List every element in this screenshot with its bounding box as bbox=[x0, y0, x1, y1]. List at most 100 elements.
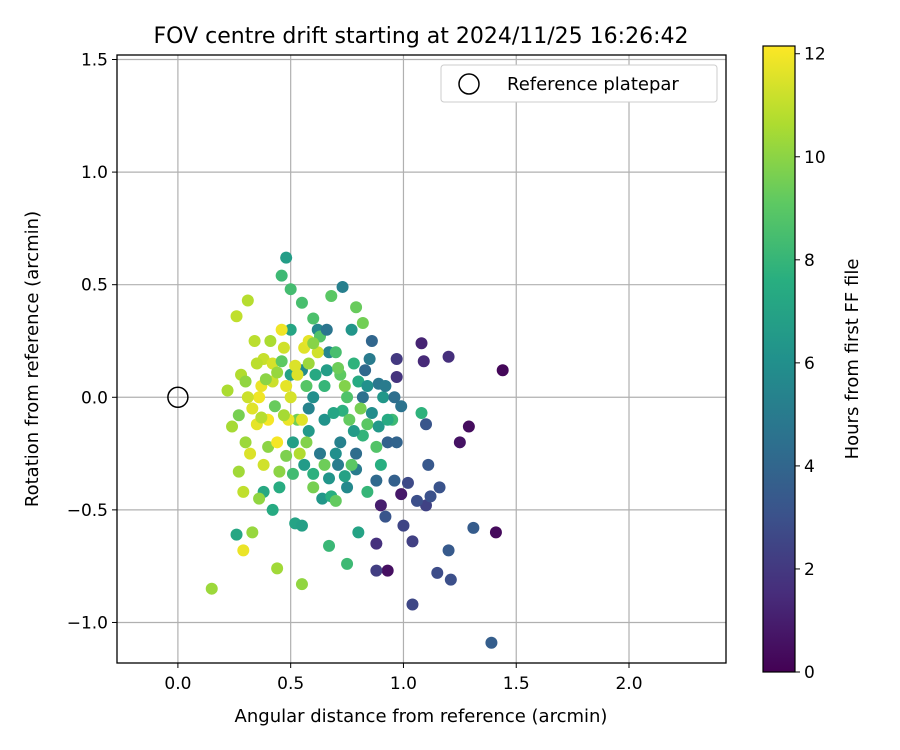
data-point bbox=[356, 429, 369, 442]
data-point bbox=[323, 472, 336, 485]
data-point bbox=[275, 355, 288, 368]
colorbar-ticks: 0 2 4 6 8 10 12 bbox=[795, 45, 826, 683]
y-tick-label: 0.0 bbox=[81, 388, 108, 408]
data-point bbox=[232, 465, 245, 478]
data-point bbox=[241, 294, 254, 307]
data-point bbox=[271, 436, 284, 449]
data-point bbox=[415, 337, 428, 350]
data-point bbox=[388, 474, 401, 487]
data-point bbox=[374, 458, 387, 471]
data-point bbox=[397, 519, 410, 532]
data-point bbox=[370, 440, 383, 453]
data-point bbox=[262, 440, 275, 453]
data-point bbox=[295, 296, 308, 309]
x-axis-ticks: 0.0 0.5 1.0 1.5 2.0 bbox=[164, 663, 643, 694]
data-point bbox=[379, 510, 392, 523]
data-points bbox=[205, 251, 509, 649]
data-point bbox=[221, 384, 234, 397]
data-point bbox=[259, 373, 272, 386]
data-point bbox=[388, 391, 401, 404]
data-point bbox=[489, 526, 502, 539]
data-point bbox=[343, 413, 356, 426]
data-point bbox=[453, 436, 466, 449]
data-point bbox=[273, 465, 286, 478]
data-point bbox=[295, 413, 308, 426]
data-point bbox=[318, 380, 331, 393]
data-point bbox=[300, 436, 313, 449]
data-point bbox=[284, 391, 297, 404]
data-point bbox=[410, 494, 423, 507]
legend-entry-label: Reference platepar bbox=[507, 74, 679, 95]
data-point bbox=[341, 391, 354, 404]
data-point bbox=[205, 582, 218, 595]
data-point bbox=[293, 447, 306, 460]
colorbar-tick-label: 10 bbox=[804, 148, 826, 168]
data-point bbox=[350, 301, 363, 314]
data-point bbox=[354, 402, 367, 415]
legend-marker-icon bbox=[458, 73, 480, 95]
data-point bbox=[289, 359, 302, 372]
data-point bbox=[401, 476, 414, 489]
y-axis-ticks: −1.0 −0.5 0.0 0.5 1.0 1.5 bbox=[67, 51, 117, 633]
colorbar-tick-label: 2 bbox=[804, 560, 815, 580]
data-point bbox=[273, 481, 286, 494]
plot-area-frame bbox=[116, 54, 727, 664]
data-point bbox=[395, 488, 408, 501]
data-point bbox=[406, 535, 419, 548]
y-tick-label: 0.5 bbox=[81, 276, 108, 296]
data-point bbox=[230, 528, 243, 541]
data-point bbox=[318, 413, 331, 426]
data-point bbox=[381, 413, 394, 426]
data-point bbox=[239, 436, 252, 449]
data-point bbox=[246, 526, 259, 539]
data-point bbox=[314, 447, 326, 460]
data-point bbox=[341, 481, 354, 494]
data-point bbox=[248, 334, 261, 347]
data-point bbox=[395, 400, 408, 413]
data-point bbox=[336, 280, 349, 293]
data-point bbox=[268, 400, 281, 413]
data-point bbox=[307, 467, 320, 480]
data-point bbox=[381, 436, 394, 449]
colorbar-tick-label: 0 bbox=[804, 663, 815, 683]
data-point bbox=[250, 357, 263, 370]
data-point bbox=[444, 573, 457, 586]
data-point bbox=[271, 366, 284, 379]
data-point bbox=[365, 334, 378, 347]
y-tick-label: −0.5 bbox=[67, 501, 108, 521]
data-point bbox=[307, 312, 320, 325]
data-point bbox=[352, 526, 365, 539]
data-point bbox=[361, 418, 374, 431]
data-point bbox=[345, 458, 358, 471]
colorbar-tick-label: 4 bbox=[804, 457, 815, 477]
x-axis-label: Angular distance from reference (arcmin) bbox=[235, 706, 608, 727]
data-point bbox=[284, 283, 297, 296]
legend-box bbox=[440, 64, 718, 103]
data-point bbox=[280, 251, 293, 264]
data-point bbox=[332, 458, 345, 471]
data-point bbox=[302, 357, 315, 370]
data-point bbox=[226, 420, 239, 433]
data-point bbox=[361, 380, 374, 393]
data-point bbox=[417, 355, 430, 368]
colorbar-tick-label: 12 bbox=[804, 45, 826, 65]
data-point bbox=[347, 357, 360, 370]
data-point bbox=[275, 269, 288, 282]
data-point bbox=[462, 420, 475, 433]
data-point bbox=[338, 470, 351, 483]
reference-platepar-marker bbox=[167, 386, 189, 409]
data-point bbox=[316, 492, 329, 505]
data-point bbox=[311, 346, 324, 359]
data-point bbox=[275, 323, 288, 336]
chart-title: FOV centre drift starting at 2024/11/25 … bbox=[154, 24, 689, 49]
data-point bbox=[286, 467, 299, 480]
data-point bbox=[280, 380, 293, 393]
y-tick-label: −1.0 bbox=[67, 613, 108, 633]
data-point bbox=[379, 380, 392, 393]
data-point bbox=[420, 418, 433, 431]
data-point bbox=[277, 341, 290, 354]
y-axis-label: Rotation from reference (arcmin) bbox=[22, 211, 43, 507]
data-point bbox=[307, 337, 320, 350]
data-point bbox=[266, 357, 279, 370]
